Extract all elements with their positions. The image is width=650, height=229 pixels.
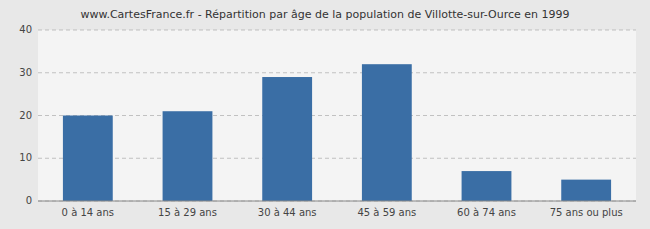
y-tick-label: 40 — [19, 24, 32, 35]
x-tick-label: 15 à 29 ans — [158, 207, 217, 218]
y-tick-label: 20 — [19, 110, 32, 121]
bar — [561, 180, 611, 201]
bars — [63, 64, 611, 201]
background — [0, 0, 650, 229]
x-axis: 0 à 14 ans 15 à 29 ans 30 à 44 ans 45 à 59 … — [38, 201, 636, 218]
grid-line — [38, 30, 636, 31]
x-tick-label: 30 à 44 ans — [258, 207, 317, 218]
y-tick-label: 30 — [19, 67, 32, 78]
chart-svg: 0 10 20 30 40 0 à 14 ans 15 à 29 ans 30 à 44 an… — [0, 0, 650, 229]
y-tick-label: 0 — [26, 195, 32, 206]
bar — [163, 111, 213, 201]
grid-line — [38, 201, 636, 202]
bar — [362, 64, 412, 201]
grid-line — [38, 115, 636, 116]
x-tick-label: 75 ans ou plus — [550, 207, 623, 218]
title: www.CartesFrance.fr - Répartition par âg… — [80, 8, 569, 21]
x-tick-label: 0 à 14 ans — [62, 207, 114, 218]
y-axis: 0 10 20 30 40 — [19, 24, 636, 206]
grid-line — [38, 72, 636, 73]
x-axis-line — [38, 201, 636, 202]
grid-line — [38, 158, 636, 159]
y-tick-label: 10 — [19, 152, 32, 163]
chart-container: 0 10 20 30 40 0 à 14 ans 15 à 29 ans 30 à 44 an… — [0, 0, 650, 229]
plot-background — [38, 30, 636, 201]
bar — [63, 116, 113, 202]
bar — [462, 171, 512, 201]
x-tick-label: 60 à 74 ans — [457, 207, 516, 218]
bar — [262, 77, 312, 201]
x-tick-label: 45 à 59 ans — [357, 207, 416, 218]
